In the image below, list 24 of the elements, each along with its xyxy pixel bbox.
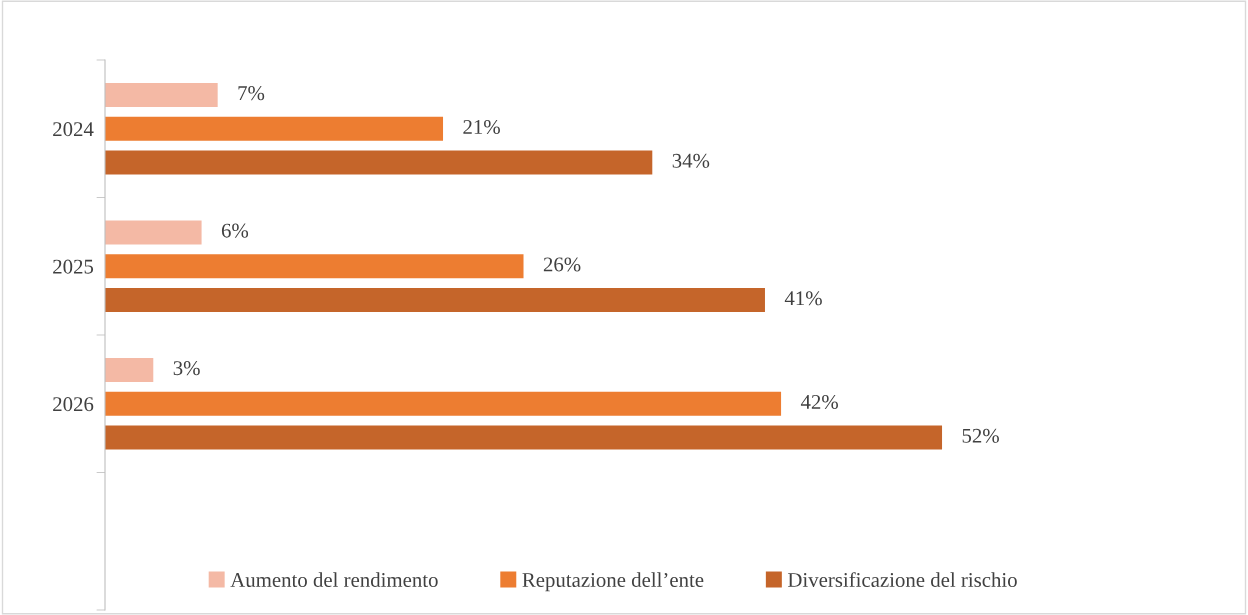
data-label: 34%: [672, 153, 710, 168]
data-label: 42%: [800, 394, 838, 410]
y-tick-label: 2026: [53, 397, 94, 412]
bar: [105, 254, 524, 279]
bar: [105, 116, 444, 141]
data-label: 6%: [221, 223, 249, 238]
legend-label: Aumento del rendimento: [230, 572, 438, 588]
bar: [105, 150, 653, 175]
data-label: 3%: [173, 361, 200, 376]
legend-label: Diversificazione del rischio: [787, 572, 1017, 588]
bar: [105, 391, 782, 416]
y-tick-label: 2025: [53, 259, 94, 274]
bar: [105, 288, 765, 313]
data-label: 26%: [543, 257, 581, 272]
data-label: 41%: [784, 291, 822, 306]
bar: [105, 425, 943, 450]
data-label: 7%: [238, 86, 265, 101]
bar: [105, 220, 202, 245]
bar: [105, 82, 218, 107]
data-label: 52%: [962, 428, 999, 443]
data-label: 21%: [463, 119, 500, 135]
legend-label: Reputazione dell’ente: [522, 572, 704, 592]
y-tick-label: 2024: [53, 122, 94, 137]
bar: [105, 357, 154, 382]
